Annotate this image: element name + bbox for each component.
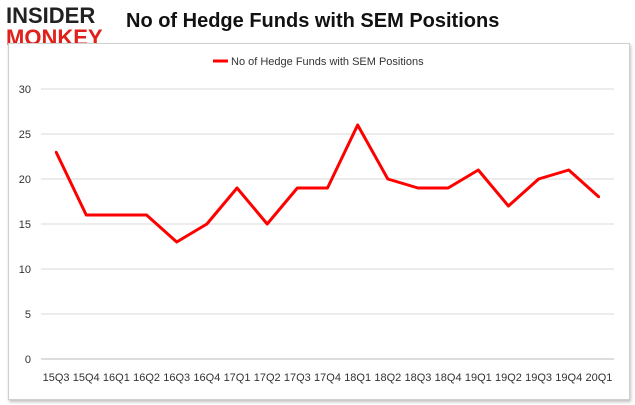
data-point: [296, 186, 299, 190]
logo-text-insider: INSIDER: [6, 3, 96, 28]
x-tick-label: 18Q2: [374, 372, 401, 384]
data-point: [537, 177, 540, 181]
x-tick-label: 15Q4: [73, 372, 100, 384]
x-tick-label: 17Q1: [224, 372, 251, 384]
x-tick-label: 19Q4: [555, 372, 582, 384]
x-tick-label: 17Q4: [314, 372, 341, 384]
data-point: [145, 213, 148, 217]
x-tick-label: 18Q4: [435, 372, 462, 384]
data-point: [205, 222, 209, 226]
y-tick-label: 15: [19, 219, 31, 231]
y-tick-label: 20: [19, 174, 31, 186]
y-tick-label: 10: [19, 264, 31, 276]
chart-title: No of Hedge Funds with SEM Positions: [126, 10, 500, 32]
y-tick-label: 5: [25, 309, 31, 321]
y-tick-label: 25: [19, 129, 31, 141]
insider-monkey-logo: INSIDER MONKEY: [6, 4, 114, 52]
x-tick-label: 17Q2: [254, 372, 281, 384]
gridlines: [41, 88, 614, 360]
y-tick-label: 0: [25, 354, 31, 366]
x-tick-label: 19Q2: [495, 372, 522, 384]
x-tick-label: 16Q3: [163, 372, 190, 384]
data-point: [54, 150, 58, 154]
x-tick-label: 18Q3: [405, 372, 432, 384]
x-tick-label: 17Q3: [284, 372, 311, 384]
data-point: [85, 213, 88, 217]
legend: No of Hedge Funds with SEM Positions: [213, 56, 424, 68]
y-tick-label: 30: [19, 84, 31, 96]
x-tick-label: 20Q1: [585, 372, 612, 384]
series-line: [54, 123, 601, 244]
data-point: [446, 186, 450, 190]
data-point: [235, 186, 239, 190]
x-tick-label: 19Q3: [525, 372, 552, 384]
data-point: [386, 177, 390, 181]
x-tick-label: 16Q1: [103, 372, 130, 384]
data-point: [175, 240, 178, 244]
data-point: [477, 168, 480, 172]
x-axis-ticks: 15Q3 15Q4 16Q1 16Q2 16Q3 16Q4 17Q1 17Q2 17Q3 17Q4…: [43, 372, 613, 384]
x-tick-label: 19Q1: [465, 372, 492, 384]
x-tick-label: 16Q2: [133, 372, 160, 384]
chart-frame: [8, 43, 630, 400]
data-point: [507, 204, 510, 208]
data-point: [597, 195, 601, 199]
y-axis-ticks: 0 5 10 15 20 25 30: [19, 84, 31, 366]
data-point: [567, 168, 570, 172]
data-point: [265, 222, 269, 226]
x-tick-label: 16Q4: [193, 372, 220, 384]
x-tick-label: 18Q1: [344, 372, 371, 384]
data-point: [356, 123, 359, 127]
legend-label: No of Hedge Funds with SEM Positions: [231, 56, 424, 68]
data-point: [416, 186, 420, 190]
data-point: [326, 186, 329, 190]
x-tick-label: 15Q3: [43, 372, 70, 384]
data-point: [115, 213, 118, 217]
